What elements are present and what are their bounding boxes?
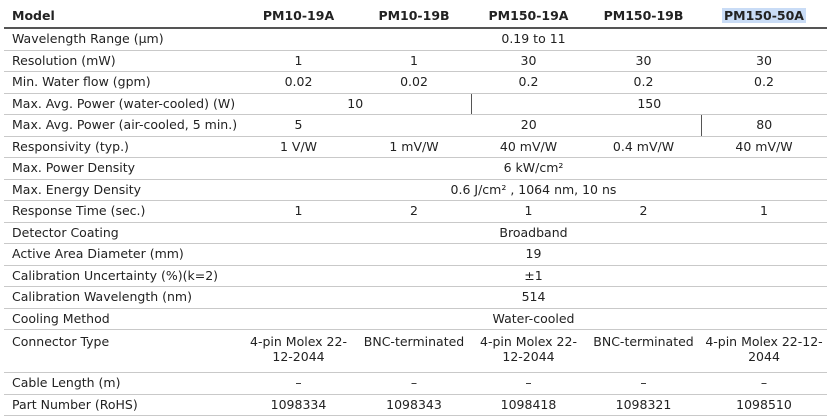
value-cell: 1098510 [701, 394, 827, 416]
value-cell: 0.02 [240, 72, 357, 94]
row-resolution: Resolution (mW) 1 1 30 30 30 [4, 50, 827, 72]
value-cell: 1 [240, 50, 357, 72]
value-all: 0.19 to 11 [240, 28, 827, 50]
value-cell: 1098321 [586, 394, 701, 416]
value-all: 0.6 J/cm² , 1064 nm, 10 ns [240, 179, 827, 201]
value-all: 514 [240, 287, 827, 309]
value-cell: 40 mV/W [701, 136, 827, 158]
row-power-water: Max. Avg. Power (water-cooled) (W) 10 15… [4, 93, 827, 115]
value-cell: 1 [240, 201, 357, 223]
value-pm150-50a: 80 [701, 115, 827, 137]
value-all: Water-cooled [240, 308, 827, 330]
header-row: Model PM10-19A PM10-19B PM150-19A PM150-… [4, 4, 827, 28]
value-cell: 1098334 [240, 394, 357, 416]
value-cell: 4-pin Molex 22-12-2044 [240, 330, 357, 373]
row-label: Calibration Wavelength (nm) [4, 287, 240, 309]
model-pm10-19b: PM10-19B [357, 4, 471, 28]
value-cell: 1 [701, 201, 827, 223]
model-pm150-50a-label: PM150-50A [722, 8, 806, 23]
row-cooling: Cooling Method Water-cooled [4, 308, 827, 330]
value-pm150: 150 [471, 93, 827, 115]
row-coating: Detector Coating Broadband [4, 222, 827, 244]
value-cell: 1 [471, 201, 586, 223]
model-pm150-19b: PM150-19B [586, 4, 701, 28]
row-energy-density: Max. Energy Density 0.6 J/cm² , 1064 nm,… [4, 179, 827, 201]
row-label: Max. Power Density [4, 158, 240, 180]
value-cell: – [701, 373, 827, 395]
row-cal-wavelength: Calibration Wavelength (nm) 514 [4, 287, 827, 309]
row-power-air: Max. Avg. Power (air-cooled, 5 min.) (W)… [4, 115, 827, 137]
value-cell: 30 [471, 50, 586, 72]
row-label: Max. Avg. Power (water-cooled) (W) [4, 93, 240, 115]
value-mid: 20 [357, 115, 701, 137]
spec-table: Model PM10-19A PM10-19B PM150-19A PM150-… [4, 4, 827, 416]
value-cell: 0.02 [357, 72, 471, 94]
value-pm10: 10 [240, 93, 471, 115]
row-response-time: Response Time (sec.) 1 2 1 2 1 [4, 201, 827, 223]
row-label: Cable Length (m) [4, 373, 240, 395]
row-area: Active Area Diameter (mm) 19 [4, 244, 827, 266]
model-pm150-19a: PM150-19A [471, 4, 586, 28]
row-water-flow: Min. Water flow (gpm) 0.02 0.02 0.2 0.2 … [4, 72, 827, 94]
value-cell: 2 [586, 201, 701, 223]
row-connector: Connector Type 4-pin Molex 22-12-2044 BN… [4, 330, 827, 373]
value-cell: 4-pin Molex 22-12-2044 [701, 330, 827, 373]
row-label: Active Area Diameter (mm) [4, 244, 240, 266]
row-responsivity: Responsivity (typ.) 1 V/W 1 mV/W 40 mV/W… [4, 136, 827, 158]
value-cell: 30 [586, 50, 701, 72]
value-all: 19 [240, 244, 827, 266]
value-cell: – [471, 373, 586, 395]
row-label: Resolution (mW) [4, 50, 240, 72]
value-cell: 0.4 mV/W [586, 136, 701, 158]
value-cell: 4-pin Molex 22-12-2044 [471, 330, 586, 373]
value-cell: BNC-terminated [586, 330, 701, 373]
row-label: Wavelength Range (µm) [4, 28, 240, 50]
row-label: Min. Water flow (gpm) [4, 72, 240, 94]
value-cell: 2 [357, 201, 471, 223]
row-part-number: Part Number (RoHS) 1098334 1098343 10984… [4, 394, 827, 416]
value-cell: – [240, 373, 357, 395]
value-cell: 1 mV/W [357, 136, 471, 158]
value-cell: – [586, 373, 701, 395]
value-cell: 1 [357, 50, 471, 72]
row-label: Detector Coating [4, 222, 240, 244]
model-pm150-50a: PM150-50A [701, 4, 827, 28]
model-header: Model [4, 4, 240, 28]
model-pm10-19a: PM10-19A [240, 4, 357, 28]
value-cell: 30 [701, 50, 827, 72]
value-pm10: 5 [240, 115, 357, 137]
value-cell: 1098343 [357, 394, 471, 416]
row-label: Responsivity (typ.) [4, 136, 240, 158]
value-all: ±1 [240, 265, 827, 287]
row-cable: Cable Length (m) – – – – – [4, 373, 827, 395]
value-cell: 40 mV/W [471, 136, 586, 158]
value-all: 6 kW/cm² [240, 158, 827, 180]
value-cell: 0.2 [701, 72, 827, 94]
row-label: Part Number (RoHS) [4, 394, 240, 416]
row-wavelength: Wavelength Range (µm) 0.19 to 11 [4, 28, 827, 50]
value-cell: 0.2 [471, 72, 586, 94]
value-cell: 0.2 [586, 72, 701, 94]
row-label: Max. Energy Density [4, 179, 240, 201]
row-label: Calibration Uncertainty (%)(k=2) [4, 265, 240, 287]
row-label: Cooling Method [4, 308, 240, 330]
value-cell: 1098418 [471, 394, 586, 416]
row-label: Connector Type [4, 330, 240, 373]
row-label: Response Time (sec.) [4, 201, 240, 223]
row-power-density: Max. Power Density 6 kW/cm² [4, 158, 827, 180]
value-cell: – [357, 373, 471, 395]
value-cell: 1 V/W [240, 136, 357, 158]
row-uncertainty: Calibration Uncertainty (%)(k=2) ±1 [4, 265, 827, 287]
value-cell: BNC-terminated [357, 330, 471, 373]
row-label: Max. Avg. Power (air-cooled, 5 min.) (W) [4, 115, 240, 137]
value-all: Broadband [240, 222, 827, 244]
